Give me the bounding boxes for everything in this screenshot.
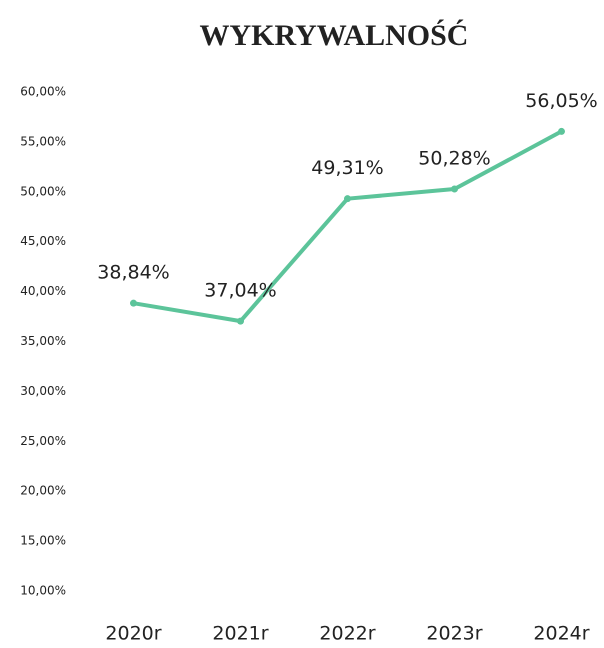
data-label: 37,04% (204, 280, 276, 302)
y-tick-label: 10,00% (20, 584, 66, 598)
x-tick-label: 2022r (319, 623, 375, 645)
y-tick-label: 50,00% (20, 184, 66, 198)
data-label: 49,31% (311, 157, 383, 179)
y-tick-label: 15,00% (20, 534, 66, 548)
x-tick-label: 2020r (105, 623, 161, 645)
point (344, 195, 351, 203)
point (130, 299, 137, 307)
data-label: 56,05% (525, 90, 597, 112)
y-tick-label: 25,00% (20, 434, 66, 448)
x-tick-label: 2021r (212, 623, 268, 645)
y-tick-label: 40,00% (20, 284, 66, 298)
y-tick-label: 55,00% (20, 134, 66, 148)
y-tick-label: 30,00% (20, 384, 66, 398)
point (451, 185, 458, 193)
point (237, 317, 244, 325)
y-tick-label: 60,00% (20, 85, 66, 99)
y-tick-label: 35,00% (20, 334, 66, 348)
x-tick-label: 2023r (426, 623, 482, 645)
data-label: 38,84% (97, 262, 169, 284)
data-label: 50,28% (418, 148, 490, 170)
y-tick-label: 20,00% (20, 484, 66, 498)
x-tick-label: 2024r (533, 623, 589, 645)
chart-title: WYKRYWALNOŚĆ (200, 19, 469, 52)
point (558, 127, 565, 135)
y-tick-label: 45,00% (20, 234, 66, 248)
